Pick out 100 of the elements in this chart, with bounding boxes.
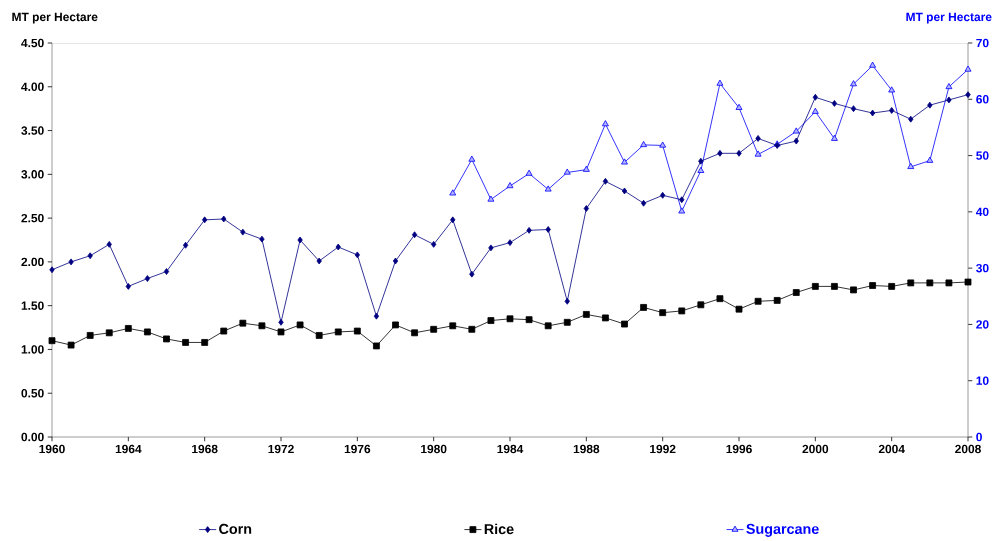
point: [697, 166, 705, 173]
point: [602, 314, 609, 322]
point: [334, 328, 342, 336]
y2-axis-title: MT per Hectare: [906, 12, 992, 24]
x-tick-label: 1960: [39, 444, 65, 454]
point: [640, 304, 647, 311]
point: [106, 240, 112, 248]
y-tick-label: 3.50: [21, 126, 44, 135]
point: [602, 177, 609, 185]
point: [582, 165, 590, 172]
point: [679, 196, 685, 204]
point: [602, 120, 609, 127]
point: [353, 327, 361, 335]
point: [945, 83, 953, 90]
point: [659, 141, 667, 148]
point: [468, 325, 476, 333]
point: [48, 337, 56, 345]
point: [468, 155, 476, 162]
point: [430, 325, 438, 333]
point: [278, 318, 284, 326]
legend-label: Sugarcane: [746, 523, 819, 537]
y-tick-label: 0.50: [21, 388, 44, 398]
point: [755, 135, 761, 142]
point: [773, 297, 781, 304]
point: [907, 162, 915, 169]
point: [201, 339, 209, 346]
point: [735, 103, 743, 110]
point: [926, 279, 934, 287]
y-tick-label: 1.50: [21, 301, 44, 310]
y-tick-label: 2.00: [21, 257, 44, 267]
point: [716, 295, 724, 303]
x-tick-label: 2000: [802, 444, 829, 454]
point: [621, 158, 628, 165]
point: [563, 168, 571, 175]
point: [507, 239, 513, 247]
point: [202, 216, 208, 224]
y-tick-label: 3.00: [21, 170, 44, 179]
point: [812, 93, 818, 101]
point: [907, 279, 915, 287]
point: [296, 321, 304, 329]
point: [563, 318, 571, 326]
point: [659, 309, 667, 317]
x-tick-label: 1976: [344, 444, 371, 454]
point: [621, 187, 628, 195]
point: [525, 316, 533, 324]
point: [506, 315, 514, 323]
point: [488, 244, 494, 252]
point: [259, 235, 265, 243]
point: [964, 278, 972, 286]
point: [717, 149, 723, 157]
x-tick-label: 1980: [421, 444, 447, 454]
point: [258, 322, 266, 330]
point: [392, 321, 399, 329]
point: [869, 109, 876, 117]
point: [869, 61, 877, 68]
point: [163, 335, 170, 343]
point: [640, 199, 647, 207]
point: [908, 115, 914, 123]
point: [811, 283, 819, 290]
legend-label: Rice: [484, 523, 514, 535]
x-tick-label: 2004: [878, 444, 905, 454]
point: [392, 257, 399, 265]
x-tick-label: 1992: [650, 444, 676, 454]
y-axis-title: MT per Hectare: [12, 12, 98, 24]
point: [754, 297, 762, 305]
point: [411, 231, 418, 239]
point: [335, 243, 341, 251]
point: [544, 322, 552, 330]
point: [583, 205, 589, 212]
point: [792, 127, 800, 134]
point: [926, 156, 934, 163]
point: [869, 282, 876, 289]
point: [716, 79, 724, 86]
point: [411, 329, 418, 337]
point: [965, 91, 971, 99]
point: [792, 289, 800, 296]
point: [793, 137, 799, 145]
point: [526, 226, 532, 234]
point: [240, 228, 246, 236]
y2-tick-label: 50: [976, 151, 989, 160]
y-tick-label: 4.00: [21, 82, 44, 91]
point: [945, 279, 953, 287]
y2-tick-label: 20: [976, 320, 989, 329]
point: [315, 332, 323, 339]
point: [640, 140, 648, 148]
point: [736, 149, 742, 157]
point: [221, 215, 227, 223]
point: [469, 270, 475, 278]
point: [946, 96, 952, 104]
point: [354, 251, 360, 259]
point: [144, 275, 151, 282]
point: [68, 258, 74, 266]
point: [850, 80, 857, 87]
point: [49, 266, 55, 274]
point: [735, 305, 743, 313]
point: [545, 226, 551, 233]
point: [927, 101, 933, 109]
point: [220, 327, 228, 335]
point: [754, 150, 762, 157]
point: [678, 207, 686, 214]
